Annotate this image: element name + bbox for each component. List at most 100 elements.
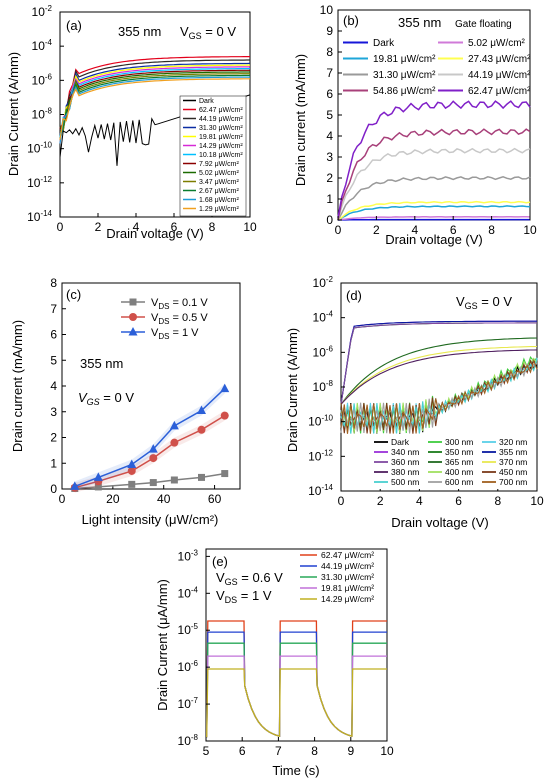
panel-c-point bbox=[94, 483, 102, 491]
panel-d-series-line bbox=[340, 359, 538, 434]
panel-c-ytick-label: 8 bbox=[50, 276, 57, 290]
panel-d-xtick-label: 2 bbox=[377, 494, 384, 508]
panel-c-ytick-label: 4 bbox=[50, 379, 57, 393]
panel-c-legend-marker bbox=[129, 313, 137, 321]
panel-d-xtick-label: 8 bbox=[494, 494, 501, 508]
panel-b-xlabel: Drain voltage (V) bbox=[385, 232, 483, 247]
panel-e-ytick-label: 10-7 bbox=[178, 696, 199, 711]
panel-e-xtick-label: 10 bbox=[380, 744, 394, 758]
panel-b-xtick-label: 2 bbox=[373, 223, 380, 237]
panel-c-ytick-label: 2 bbox=[50, 431, 57, 445]
panel-c-point bbox=[170, 438, 179, 447]
panel-a-wavelength: 355 nm bbox=[118, 24, 161, 39]
panel-c-point bbox=[220, 411, 229, 420]
panel-a-legend-label: 7.92 μW/cm² bbox=[199, 161, 239, 168]
panel-c-ticks: 0 20 40 60 0 1 2 3 4 5 6 7 8 bbox=[50, 276, 221, 506]
panel-b-wavelength: 355 nm bbox=[398, 15, 441, 30]
panel-d-legend-label: 350 nm bbox=[445, 447, 473, 457]
panel-d-series-line bbox=[340, 359, 538, 434]
panel-d-legend-label: 400 nm bbox=[445, 467, 473, 477]
panel-c-legend-label: VDS = 0.1 V bbox=[151, 297, 208, 311]
panel-c-xtick-label: 20 bbox=[106, 492, 120, 506]
panel-d-legend-label: 365 nm bbox=[445, 457, 473, 467]
panel-d-legend-label: 370 nm bbox=[499, 457, 527, 467]
panel-a-ytick-label: 10-10 bbox=[27, 141, 52, 156]
panel-d-series-line bbox=[340, 349, 538, 405]
panel-d-ytick-label: 10-4 bbox=[313, 310, 334, 325]
panel-b-xtick-label: 6 bbox=[450, 223, 457, 237]
panel-d-series-line bbox=[340, 345, 538, 405]
panel-a-ytick-label: 10-14 bbox=[27, 209, 52, 224]
panel-b-gate: Gate floating bbox=[455, 19, 512, 30]
panel-e-legend-label: 44.19 μW/cm² bbox=[321, 561, 374, 571]
panel-a-legend-label: Dark bbox=[199, 98, 214, 105]
panel-b-series-line bbox=[337, 128, 531, 221]
panel-b-legend-label: 44.19 μW/cm² bbox=[468, 70, 531, 81]
panel-a-ytick-label: 10-8 bbox=[32, 107, 53, 122]
panel-e-ylabel: Drain Current (μA/mm) bbox=[155, 579, 170, 711]
panel-d-ytick-label: 10-2 bbox=[313, 275, 334, 290]
panel-c-legend-label: VDS = 1 V bbox=[151, 327, 199, 341]
panel-b-legend-label: 54.86 μW/cm² bbox=[373, 86, 436, 97]
panel-c-legend-label: VDS = 0.5 V bbox=[151, 312, 208, 326]
panel-a-xtick-label: 0 bbox=[57, 220, 64, 234]
panel-c-label: (c) bbox=[66, 287, 81, 302]
panel-b-legend-label: 5.02 μW/cm² bbox=[468, 38, 526, 49]
panel-c-point bbox=[221, 470, 229, 478]
panel-b-curves bbox=[337, 100, 531, 221]
panel-c-ytick-label: 3 bbox=[50, 405, 57, 419]
panel-c-ytick-label: 1 bbox=[50, 456, 57, 470]
panel-a-series-line bbox=[59, 78, 250, 140]
panel-e-ytick-label: 10-4 bbox=[178, 585, 199, 600]
panel-d-legend-label: 600 nm bbox=[445, 477, 473, 487]
panel-a-xtick-label: 4 bbox=[133, 220, 140, 234]
panel-a-series-line bbox=[59, 68, 250, 138]
panel-d-legend-box bbox=[371, 437, 535, 489]
panel-a-series-line bbox=[59, 64, 251, 142]
panel-e-legend-label: 31.30 μW/cm² bbox=[321, 572, 374, 582]
panel-e-ytick-label: 10-3 bbox=[178, 548, 199, 563]
panel-c-xtick-label: 40 bbox=[157, 492, 171, 506]
panel-e-xtick-label: 6 bbox=[239, 744, 246, 758]
panel-a-legend-label: 5.02 μW/cm² bbox=[199, 170, 239, 177]
panel-a-series-line bbox=[59, 56, 250, 129]
panel-e-series-line bbox=[206, 655, 387, 738]
panel-b-xtick-label: 10 bbox=[523, 223, 537, 237]
panel-d-series-line bbox=[340, 320, 537, 405]
panel-c-point bbox=[149, 479, 157, 487]
panel-e-ticks: 5 6 7 8 9 10 10-3 10-4 10-5 10-6 10-7 10-8 bbox=[178, 548, 394, 758]
panel-e-legend-label: 19.81 μW/cm² bbox=[321, 583, 374, 593]
panel-b-ytick-label: 6 bbox=[326, 87, 333, 101]
panel-a-legend: Dark 62.47 μW/cm² 44.19 μW/cm² 31.30 μW/cm²… bbox=[179, 95, 247, 217]
panel-b-label: (b) bbox=[343, 13, 359, 28]
panel-d-legend-label: 355 nm bbox=[499, 447, 527, 457]
panel-b-legend-label: 62.47 μW/cm² bbox=[468, 86, 531, 97]
panel-a-legend-label: 10.18 μW/cm² bbox=[199, 152, 243, 159]
panel-c-point bbox=[197, 405, 207, 414]
panel-b-ytick-label: 7 bbox=[326, 66, 333, 80]
panel-e-vds: VDS = 1 V bbox=[216, 588, 272, 605]
panel-a-ticks: 0 2 4 6 8 10 10-2 10-4 10-6 10-8 10-10 10-12 10-14 bbox=[27, 4, 257, 234]
panel-e-frame bbox=[205, 548, 388, 742]
panel-d-series-line bbox=[340, 337, 538, 405]
panel-b-ytick-label: 4 bbox=[326, 129, 333, 143]
panel-e-series-line bbox=[206, 620, 387, 738]
panel-a-legend-label: 44.19 μW/cm² bbox=[199, 116, 243, 123]
panel-d-series-line bbox=[340, 322, 537, 405]
panel-a-xtick-label: 10 bbox=[243, 220, 257, 234]
panel-c-ylabel: Drain current (mA/mm) bbox=[10, 320, 25, 452]
panel-a-curves bbox=[59, 56, 251, 166]
panel-d-series-line bbox=[340, 322, 537, 405]
panel-b-xtick-label: 8 bbox=[488, 223, 495, 237]
panel-a-vgs: VGS = 0 V bbox=[180, 24, 236, 41]
panel-c-point bbox=[197, 425, 206, 434]
panel-c-point bbox=[148, 444, 158, 453]
panel-e-ytick-label: 10-5 bbox=[178, 622, 199, 637]
panel-b: 0 2 4 6 8 10 0 1 2 3 4 5 6 7 8 9 10 (b) 355 nm Gate floa… bbox=[293, 3, 537, 247]
panel-c-point bbox=[169, 420, 179, 430]
panel-c-xlabel: Light intensity (μW/cm²) bbox=[82, 512, 219, 527]
panel-a-xtick-label: 2 bbox=[95, 220, 102, 234]
panel-c-point bbox=[127, 466, 136, 475]
panel-a-legend-label: 3.47 μW/cm² bbox=[199, 179, 239, 186]
